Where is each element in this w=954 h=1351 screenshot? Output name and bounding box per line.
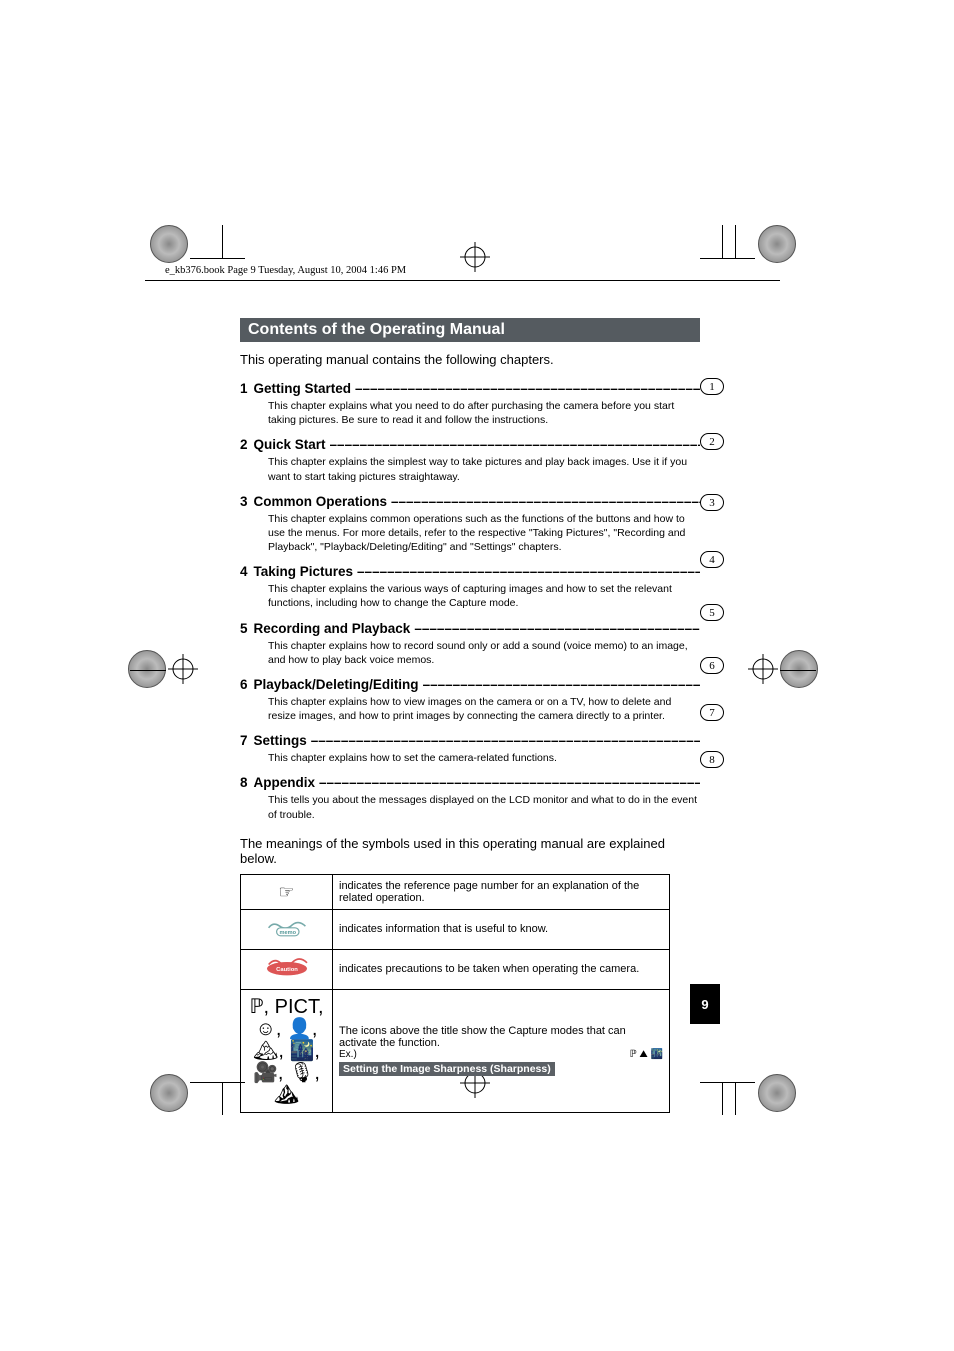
chapter-title: Recording and Playback	[254, 621, 411, 636]
page-header: e_kb376.book Page 9 Tuesday, August 10, …	[165, 265, 406, 276]
reg-circle-left	[128, 650, 166, 688]
chapter-leader: ––––––––––––––––––––––––––––––––––––––––…	[311, 733, 700, 748]
chapter-num: 1	[240, 381, 248, 396]
tab-8: 8	[700, 751, 724, 768]
reg-circle-tl	[150, 225, 188, 263]
tab-2: 2	[700, 433, 724, 450]
crop-h-br	[700, 1082, 755, 1083]
intro-text: This operating manual contains the follo…	[240, 352, 700, 367]
tab-5: 5	[700, 604, 724, 621]
chapter-title: Playback/Deleting/Editing	[254, 677, 419, 692]
chapter-leader: ––––––––––––––––––––––––––––––––––––––––…	[319, 775, 700, 790]
chapter-num: 5	[240, 621, 248, 636]
chapter-desc: This chapter explains how to view images…	[268, 695, 700, 723]
chapter-desc: This chapter explains how to set the cam…	[268, 751, 700, 765]
crop-h-tl	[190, 258, 245, 259]
reg-circle-tr	[758, 225, 796, 263]
chapter-1: 1 Getting Started––––––––––––––––––––––––…	[240, 381, 700, 427]
modes-right-icons: ℙ ⛰ 🌃	[630, 1049, 663, 1060]
chapter-desc: This chapter explains the simplest way t…	[268, 455, 700, 483]
crop-h-bl	[190, 1082, 245, 1083]
chapter-title: Appendix	[254, 775, 316, 790]
header-rule	[145, 280, 780, 281]
symbols-table: ☞ indicates the reference page number fo…	[240, 874, 670, 1113]
chapter-desc: This tells you about the messages displa…	[268, 793, 700, 821]
side-tabs: 1 2 3 4 5 6 7 8	[700, 378, 724, 806]
svg-text:memo: memo	[279, 930, 296, 936]
chapter-num: 7	[240, 733, 248, 748]
caution-desc: indicates precautions to be taken when o…	[333, 949, 670, 989]
caution-icon: Caution	[241, 949, 333, 989]
modes-line1: The icons above the title show the Captu…	[339, 1025, 663, 1049]
crosshair-right	[748, 654, 778, 684]
crosshair-left	[168, 654, 198, 684]
sharpness-title: Setting the Image Sharpness (Sharpness)	[339, 1062, 555, 1076]
modes-desc: The icons above the title show the Captu…	[333, 989, 670, 1112]
chapter-title: Settings	[254, 733, 307, 748]
chapter-num: 3	[240, 494, 248, 509]
mode-icons-row2: 🏔, 🌃, 🎥, 🎙, ⛰	[243, 1040, 330, 1106]
chapter-leader: ––––––––––––––––––––––––––––––––––––––––…	[414, 621, 700, 636]
crop-h-ml	[130, 670, 166, 671]
ref-icon: ☞	[241, 874, 333, 909]
chapter-desc: This chapter explains the various ways o…	[268, 582, 700, 610]
chapter-title: Taking Pictures	[254, 564, 354, 579]
crosshair-top	[460, 242, 490, 272]
tab-6: 6	[700, 657, 724, 674]
chapter-7: 7 Settings ––––––––––––––––––––––––––––––…	[240, 733, 700, 765]
tab-3: 3	[700, 494, 724, 511]
chapter-leader: ––––––––––––––––––––––––––––––––––––––––…	[330, 437, 700, 452]
svg-text:Caution: Caution	[276, 967, 298, 973]
chapter-leader: ––––––––––––––––––––––––––––––––––––––––…	[355, 381, 700, 396]
crop-h-tr	[700, 258, 755, 259]
chapter-8: 8 Appendix–––––––––––––––––––––––––––––––…	[240, 775, 700, 821]
chapter-leader: ––––––––––––––––––––––––––––––––––––––––…	[357, 564, 700, 579]
reg-circle-right	[780, 650, 818, 688]
memo-desc: indicates information that is useful to …	[333, 909, 670, 949]
chapter-num: 8	[240, 775, 248, 790]
tab-7: 7	[700, 704, 724, 721]
crop-v-br2	[735, 1082, 736, 1115]
chapter-6: 6 Playback/Deleting/Editing –––––––––––––…	[240, 677, 700, 723]
chapter-title: Quick Start	[254, 437, 326, 452]
memo-icon: memo	[241, 909, 333, 949]
page-title: Contents of the Operating Manual	[240, 318, 700, 342]
crop-h-mr	[780, 670, 816, 671]
chapter-3: 3 Common Operations –––––––––––––––––––––…	[240, 494, 700, 555]
page-number: 9	[690, 984, 720, 1024]
ref-desc: indicates the reference page number for …	[333, 874, 670, 909]
chapter-desc: This chapter explains common operations …	[268, 512, 700, 555]
crop-v-tl	[222, 225, 223, 258]
mode-icons: ℙ, PICT, ☺, 👤, 🏔, 🌃, 🎥, 🎙, ⛰	[241, 989, 333, 1112]
tab-1: 1	[700, 378, 724, 395]
chapter-desc: This chapter explains how to record soun…	[268, 639, 700, 667]
symbols-intro: The meanings of the symbols used in this…	[240, 836, 700, 866]
chapter-desc: This chapter explains what you need to d…	[268, 399, 700, 427]
chapter-2: 2 Quick Start –––––––––––––––––––––––––––…	[240, 437, 700, 483]
chapter-title: Getting Started	[254, 381, 352, 396]
chapter-4: 4 Taking Pictures –––––––––––––––––––––––…	[240, 564, 700, 610]
reg-circle-bl	[150, 1074, 188, 1112]
reg-circle-br	[758, 1074, 796, 1112]
chapter-leader: ––––––––––––––––––––––––––––––––––––––––…	[391, 494, 700, 509]
crop-v-br	[722, 1082, 723, 1115]
tab-4: 4	[700, 551, 724, 568]
chapter-num: 4	[240, 564, 248, 579]
crop-v-bl	[222, 1082, 223, 1115]
chapter-5: 5 Recording and Playback ––––––––––––––––…	[240, 621, 700, 667]
chapter-title: Common Operations	[254, 494, 388, 509]
crop-v-tr	[722, 225, 723, 258]
chapter-num: 6	[240, 677, 248, 692]
chapter-num: 2	[240, 437, 248, 452]
chapter-leader: ––––––––––––––––––––––––––––––––––––––––	[423, 677, 700, 692]
crop-v-tr2	[735, 225, 736, 258]
mode-icons-row1: ℙ, PICT, ☺, 👤,	[243, 996, 330, 1040]
modes-ex: Ex.)	[339, 1049, 357, 1060]
